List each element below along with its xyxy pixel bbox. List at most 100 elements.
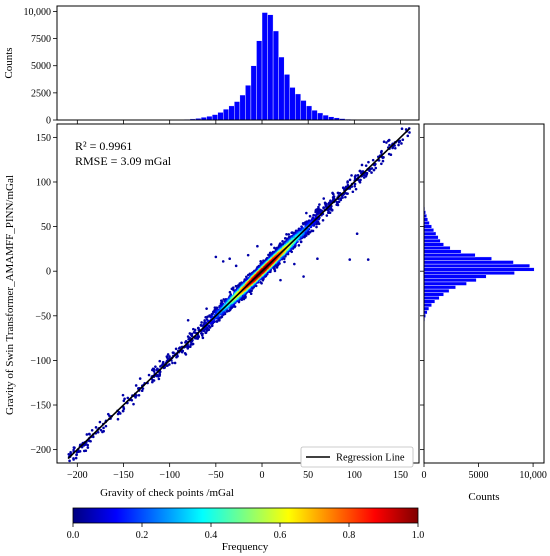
scatter-y-tick-label: −150 [30,401,51,412]
scatter-point [370,171,373,174]
scatter-point [285,232,288,236]
scatter-point [126,396,130,400]
right-histogram-bar [423,238,441,243]
right-histogram-bar [423,306,430,311]
scatter-point [225,310,229,313]
scatter-point [397,143,400,147]
right-histogram-bar [423,292,444,297]
scatter-point [189,343,193,346]
scatter-point [221,260,225,263]
rmse-annotation: RMSE = 3.09 mGal [75,154,172,168]
top-y-tick-label: 10,000 [24,7,52,18]
right-x-tick-label: 5000 [469,470,489,481]
scatter-point [84,443,87,446]
top-histogram-bar [322,114,329,121]
top-y-tick-label: 5000 [31,61,51,72]
scatter-point [287,233,291,236]
scatter-point [116,417,120,421]
scatter-point [231,286,235,290]
scatter-point [408,131,411,134]
colorbar-tick-label: 0.2 [136,530,149,541]
scatter-point [138,377,142,380]
scatter-point [108,414,111,418]
scatter-point [137,393,141,397]
scatter-point [354,187,358,191]
scatter-point [348,178,352,182]
scatter-point [211,312,214,316]
scatter-point [364,164,368,167]
scatter-point [154,365,157,368]
scatter-point [366,258,370,261]
top-histogram-bar [283,74,290,121]
scatter-ylabel: Gravity of Swin Transformer_AMAMFF_PINN/… [4,175,16,415]
scatter-point [362,173,366,177]
scatter-point [134,384,138,387]
scatter-point [401,138,405,142]
right-histogram-bar [423,221,430,226]
right-histogram-bar [423,260,514,265]
top-histogram-bar [223,108,229,121]
scatter-point [315,225,318,229]
right-histogram-bar [423,270,515,275]
scatter-point [228,257,231,261]
top-histogram: 0 2500 5000 7500 10,000 Counts [3,5,420,127]
scatter-point [102,426,105,430]
scatter-point [123,397,126,401]
scatter-point [348,258,352,261]
scatter-point [393,146,397,150]
scatter-point [86,443,89,447]
top-histogram-ylabel: Counts [3,47,15,78]
right-histogram-bar [423,263,531,268]
scatter-point [279,278,282,282]
scatter-point [82,449,86,453]
top-histogram-bar [267,14,274,121]
scatter-point [320,209,324,213]
top-histogram-bar [272,30,279,121]
scatter-x-tick-label: −100 [159,470,180,481]
scatter-point [201,336,205,340]
scatter-point [72,448,75,452]
scatter-point [346,181,349,184]
scatter-point [172,351,175,355]
top-histogram-bar [217,112,224,121]
right-x-tick-label: 0 [422,470,427,481]
scatter-point [293,262,296,266]
legend: Regression Line [300,446,414,468]
right-histogram-bar [423,235,439,240]
top-histogram-bar [311,110,318,121]
scatter-point [190,334,194,338]
top-histogram-bar [295,93,301,121]
scatter-point [234,264,238,268]
scatter-point [186,318,190,322]
top-histogram-bar [228,105,235,121]
right-histogram-bar [423,285,456,290]
scatter-point [121,393,125,397]
scatter-point [176,354,179,358]
scatter-point [171,361,174,365]
colorbar-tick-label: 0.0 [67,530,80,541]
scatter-point [269,243,273,246]
scatter-point [297,244,301,247]
scatter-point [337,200,341,203]
top-histogram-bar [261,12,268,121]
scatter-point [140,389,144,393]
scatter-point [308,214,312,218]
top-histogram-bar [300,100,307,121]
scatter-point [205,307,208,310]
scatter-y-tick-label: −50 [35,311,51,322]
right-histogram-bar [423,224,432,229]
colorbar: 0.0 0.2 0.4 0.6 0.8 1.0 Frequency [67,507,424,553]
scatter-point [314,210,317,214]
scatter-point [85,433,89,436]
scatter-point [152,369,156,373]
scatter-point [302,275,305,278]
scatter-xlabel: Gravity of check points /mGal [100,487,234,499]
scatter-point [318,203,321,206]
scatter-point [86,446,90,449]
scatter-point [406,134,410,138]
scatter-point [122,399,126,403]
top-histogram-bars [173,12,368,121]
scatter-point [359,178,362,182]
scatter-point [381,159,385,163]
scatter-points [67,127,411,463]
